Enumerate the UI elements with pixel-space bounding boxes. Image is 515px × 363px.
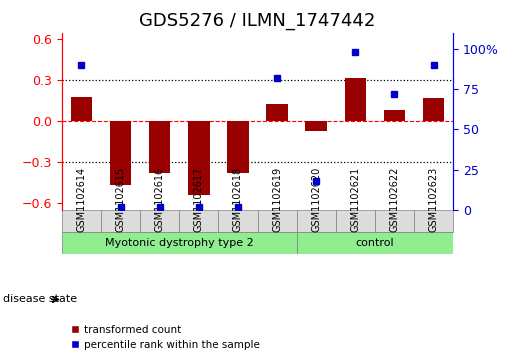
Text: GSM1102620: GSM1102620: [311, 166, 321, 232]
Text: Myotonic dystrophy type 2: Myotonic dystrophy type 2: [105, 238, 253, 248]
Bar: [375, 210, 414, 232]
Bar: [110, 121, 131, 185]
Text: disease state: disease state: [3, 294, 77, 305]
Bar: [305, 121, 327, 131]
Bar: [414, 210, 453, 232]
Bar: [423, 98, 444, 121]
Bar: [179, 210, 218, 232]
Bar: [336, 210, 375, 232]
Text: GSM1102618: GSM1102618: [233, 166, 243, 232]
Title: GDS5276 / ILMN_1747442: GDS5276 / ILMN_1747442: [140, 12, 375, 30]
Bar: [140, 210, 179, 232]
Bar: [297, 232, 453, 254]
Legend: transformed count, percentile rank within the sample: transformed count, percentile rank withi…: [67, 321, 264, 354]
Text: GSM1102616: GSM1102616: [154, 166, 165, 232]
Bar: [345, 78, 366, 121]
Bar: [297, 210, 336, 232]
Text: GSM1102615: GSM1102615: [115, 166, 126, 232]
Text: GSM1102621: GSM1102621: [350, 166, 360, 232]
Text: GSM1102623: GSM1102623: [428, 166, 439, 232]
Bar: [62, 232, 297, 254]
Bar: [188, 121, 210, 195]
Text: GSM1102617: GSM1102617: [194, 166, 204, 232]
Bar: [266, 103, 288, 121]
Bar: [62, 210, 101, 232]
Bar: [384, 110, 405, 121]
Text: GSM1102614: GSM1102614: [76, 166, 87, 232]
Bar: [218, 210, 258, 232]
Text: control: control: [355, 238, 394, 248]
Bar: [101, 210, 140, 232]
Bar: [227, 121, 249, 173]
Bar: [71, 97, 92, 121]
Text: GSM1102622: GSM1102622: [389, 166, 400, 232]
Bar: [258, 210, 297, 232]
Bar: [149, 121, 170, 173]
Text: GSM1102619: GSM1102619: [272, 166, 282, 232]
